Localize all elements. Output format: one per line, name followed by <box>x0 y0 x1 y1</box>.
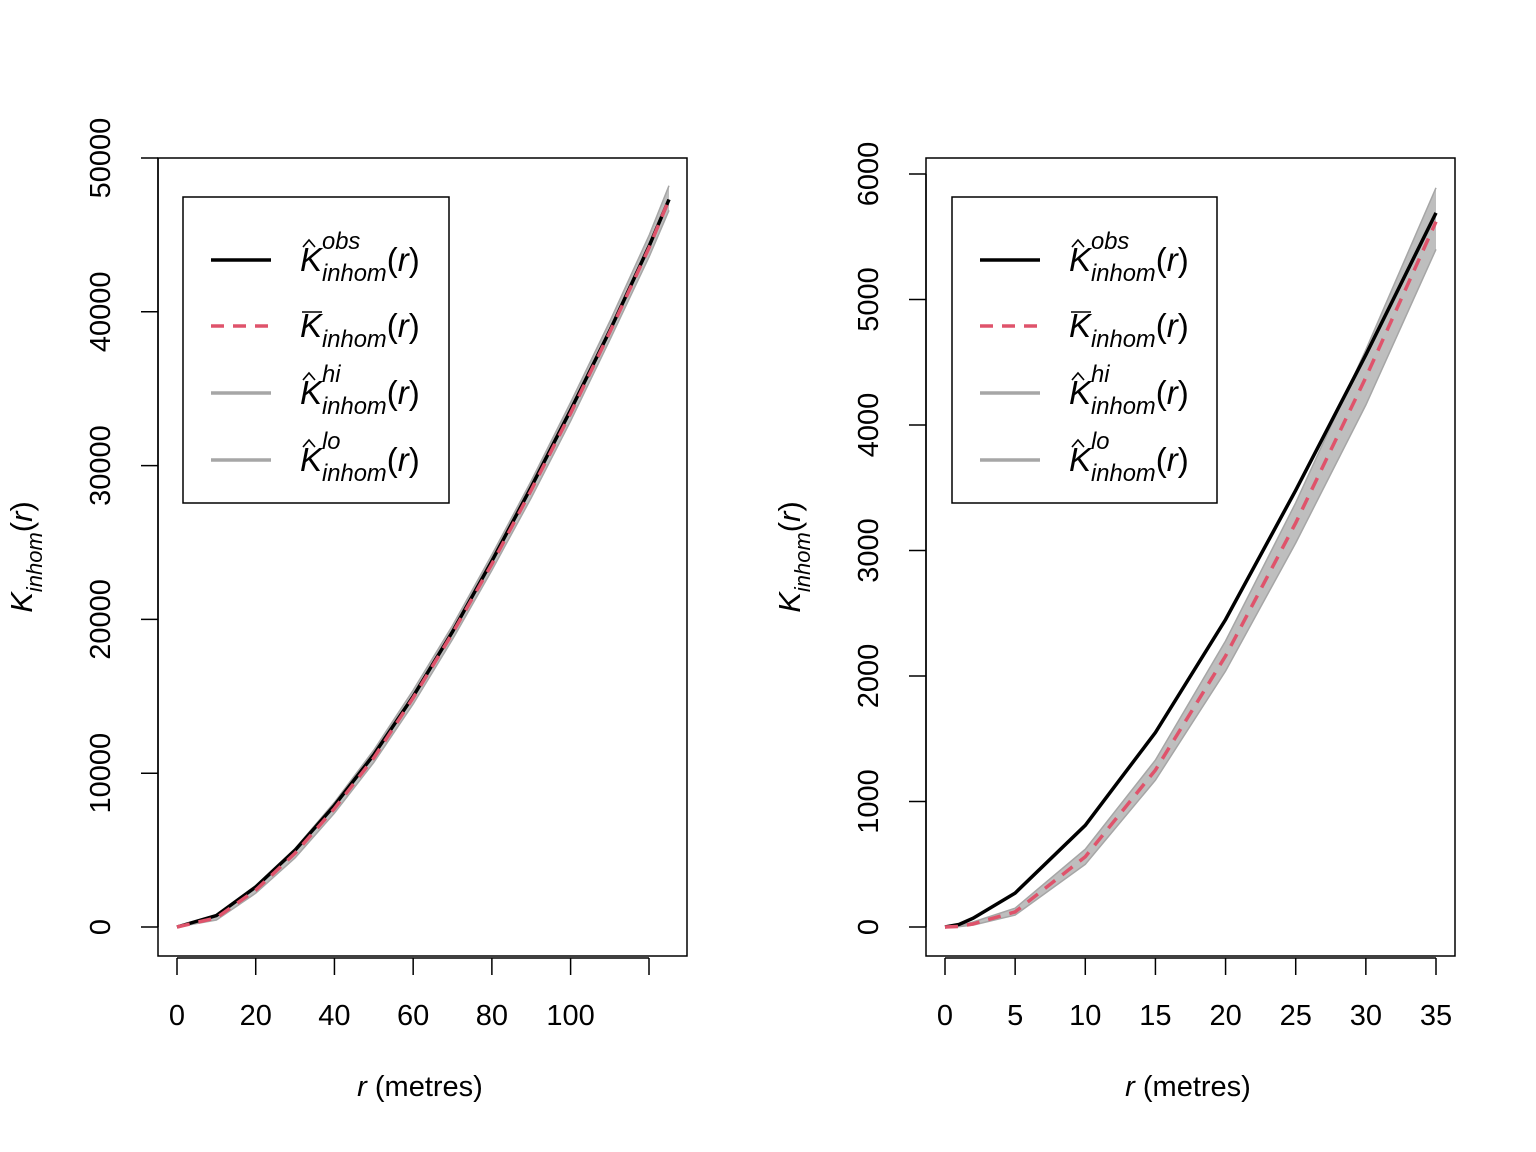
x-tick-label: 35 <box>1420 1000 1452 1032</box>
legend-label: Kinhom(r) <box>300 441 420 487</box>
y-tick-label: 1000 <box>853 769 885 834</box>
legend-label-hat-accent <box>302 438 316 448</box>
x-tick-label: 80 <box>476 1000 508 1032</box>
y-axis-title: Kinhom(r) <box>772 501 815 613</box>
legend-label: Kinhom(r) <box>300 307 420 353</box>
legend-label: Kinhom(r) <box>300 374 420 420</box>
y-tick-label: 20000 <box>85 579 117 660</box>
legend-label: Kinhom(r) <box>1069 241 1189 287</box>
x-tick-label: 25 <box>1280 1000 1312 1032</box>
envelope-band <box>945 187 1436 928</box>
y-tick-label: 3000 <box>853 518 885 583</box>
x-tick-label: 15 <box>1139 1000 1171 1032</box>
y-tick-label: 0 <box>853 919 885 935</box>
y-axis: 0 10000 20000 30000 40000 50000 <box>85 118 159 935</box>
x-tick-label: 30 <box>1350 1000 1382 1032</box>
legend-label: Kinhom(r) <box>1069 374 1189 420</box>
y-tick-label: 5000 <box>853 267 885 332</box>
x-tick-label: 20 <box>240 1000 272 1032</box>
y-tick-label: 6000 <box>853 142 885 207</box>
legend-label-superscript: lo <box>1091 428 1110 455</box>
y-tick-label: 10000 <box>85 733 117 814</box>
y-tick-label: 2000 <box>853 644 885 709</box>
left-panel: 0 20 40 60 80 100 0 10000 20000 30000 40000 50000 r … <box>4 118 688 1103</box>
x-axis-title: r (metres) <box>1125 1071 1251 1103</box>
legend-label-superscript: hi <box>1091 361 1110 388</box>
series-theoretical-line <box>176 198 671 929</box>
plot-frame <box>157 157 688 957</box>
y-tick-label: 0 <box>85 919 117 935</box>
series-lo-line <box>944 248 1437 928</box>
legend-label-superscript: obs <box>1091 228 1129 255</box>
x-tick-label: 0 <box>169 1000 185 1032</box>
legend-label-hat-accent <box>302 371 316 381</box>
legend-label: Kinhom(r) <box>1069 307 1189 353</box>
y-tick-label: 4000 <box>853 393 885 458</box>
legend-label-hat-accent <box>302 238 316 248</box>
x-tick-label: 20 <box>1209 1000 1241 1032</box>
x-tick-label: 100 <box>546 1000 594 1032</box>
y-axis: 0 1000 2000 3000 4000 5000 6000 <box>853 142 927 935</box>
legend: Kinhom(r)obsKinhom(r)Kinhom(r)hiKinhom(r… <box>951 196 1218 504</box>
legend-label-hat-accent <box>1071 371 1085 381</box>
x-tick-label: 0 <box>937 1000 953 1032</box>
legend: Kinhom(r)obsKinhom(r)Kinhom(r)hiKinhom(r… <box>182 196 450 504</box>
x-axis-title: r (metres) <box>357 1071 483 1103</box>
series-lo-line <box>176 210 670 928</box>
legend-label-superscript: hi <box>322 361 341 388</box>
x-tick-label: 60 <box>397 1000 429 1032</box>
right-panel: 0 5 10 15 20 25 30 35 0 1000 2000 3000 4000 5000 6000 r… <box>772 142 1456 1103</box>
series-hi-line <box>944 187 1437 928</box>
legend-label: Kinhom(r) <box>1069 441 1189 487</box>
x-axis: 0 20 40 60 80 100 <box>169 957 650 1032</box>
series-observed-line <box>944 212 1438 929</box>
legend-label-hat-accent <box>1071 438 1085 448</box>
series-theoretical-line <box>944 220 1438 929</box>
y-tick-label: 30000 <box>85 425 117 506</box>
y-axis-title: Kinhom(r) <box>4 501 47 613</box>
legend-label-superscript: lo <box>322 428 341 455</box>
y-tick-label: 50000 <box>85 118 117 199</box>
x-tick-label: 5 <box>1007 1000 1023 1032</box>
x-tick-label: 10 <box>1069 1000 1101 1032</box>
y-tick-label: 40000 <box>85 271 117 352</box>
legend-box <box>182 196 450 504</box>
series-hi-line <box>176 185 670 928</box>
legend-label: Kinhom(r) <box>300 241 420 287</box>
legend-label-superscript: obs <box>322 228 360 255</box>
envelope-band <box>177 185 669 927</box>
series-observed-line <box>176 198 671 929</box>
legend-box <box>951 196 1218 504</box>
x-axis: 0 5 10 15 20 25 30 35 <box>937 957 1452 1032</box>
legend-label-hat-accent <box>1071 238 1085 248</box>
x-tick-label: 40 <box>318 1000 350 1032</box>
plot-frame <box>925 157 1456 957</box>
